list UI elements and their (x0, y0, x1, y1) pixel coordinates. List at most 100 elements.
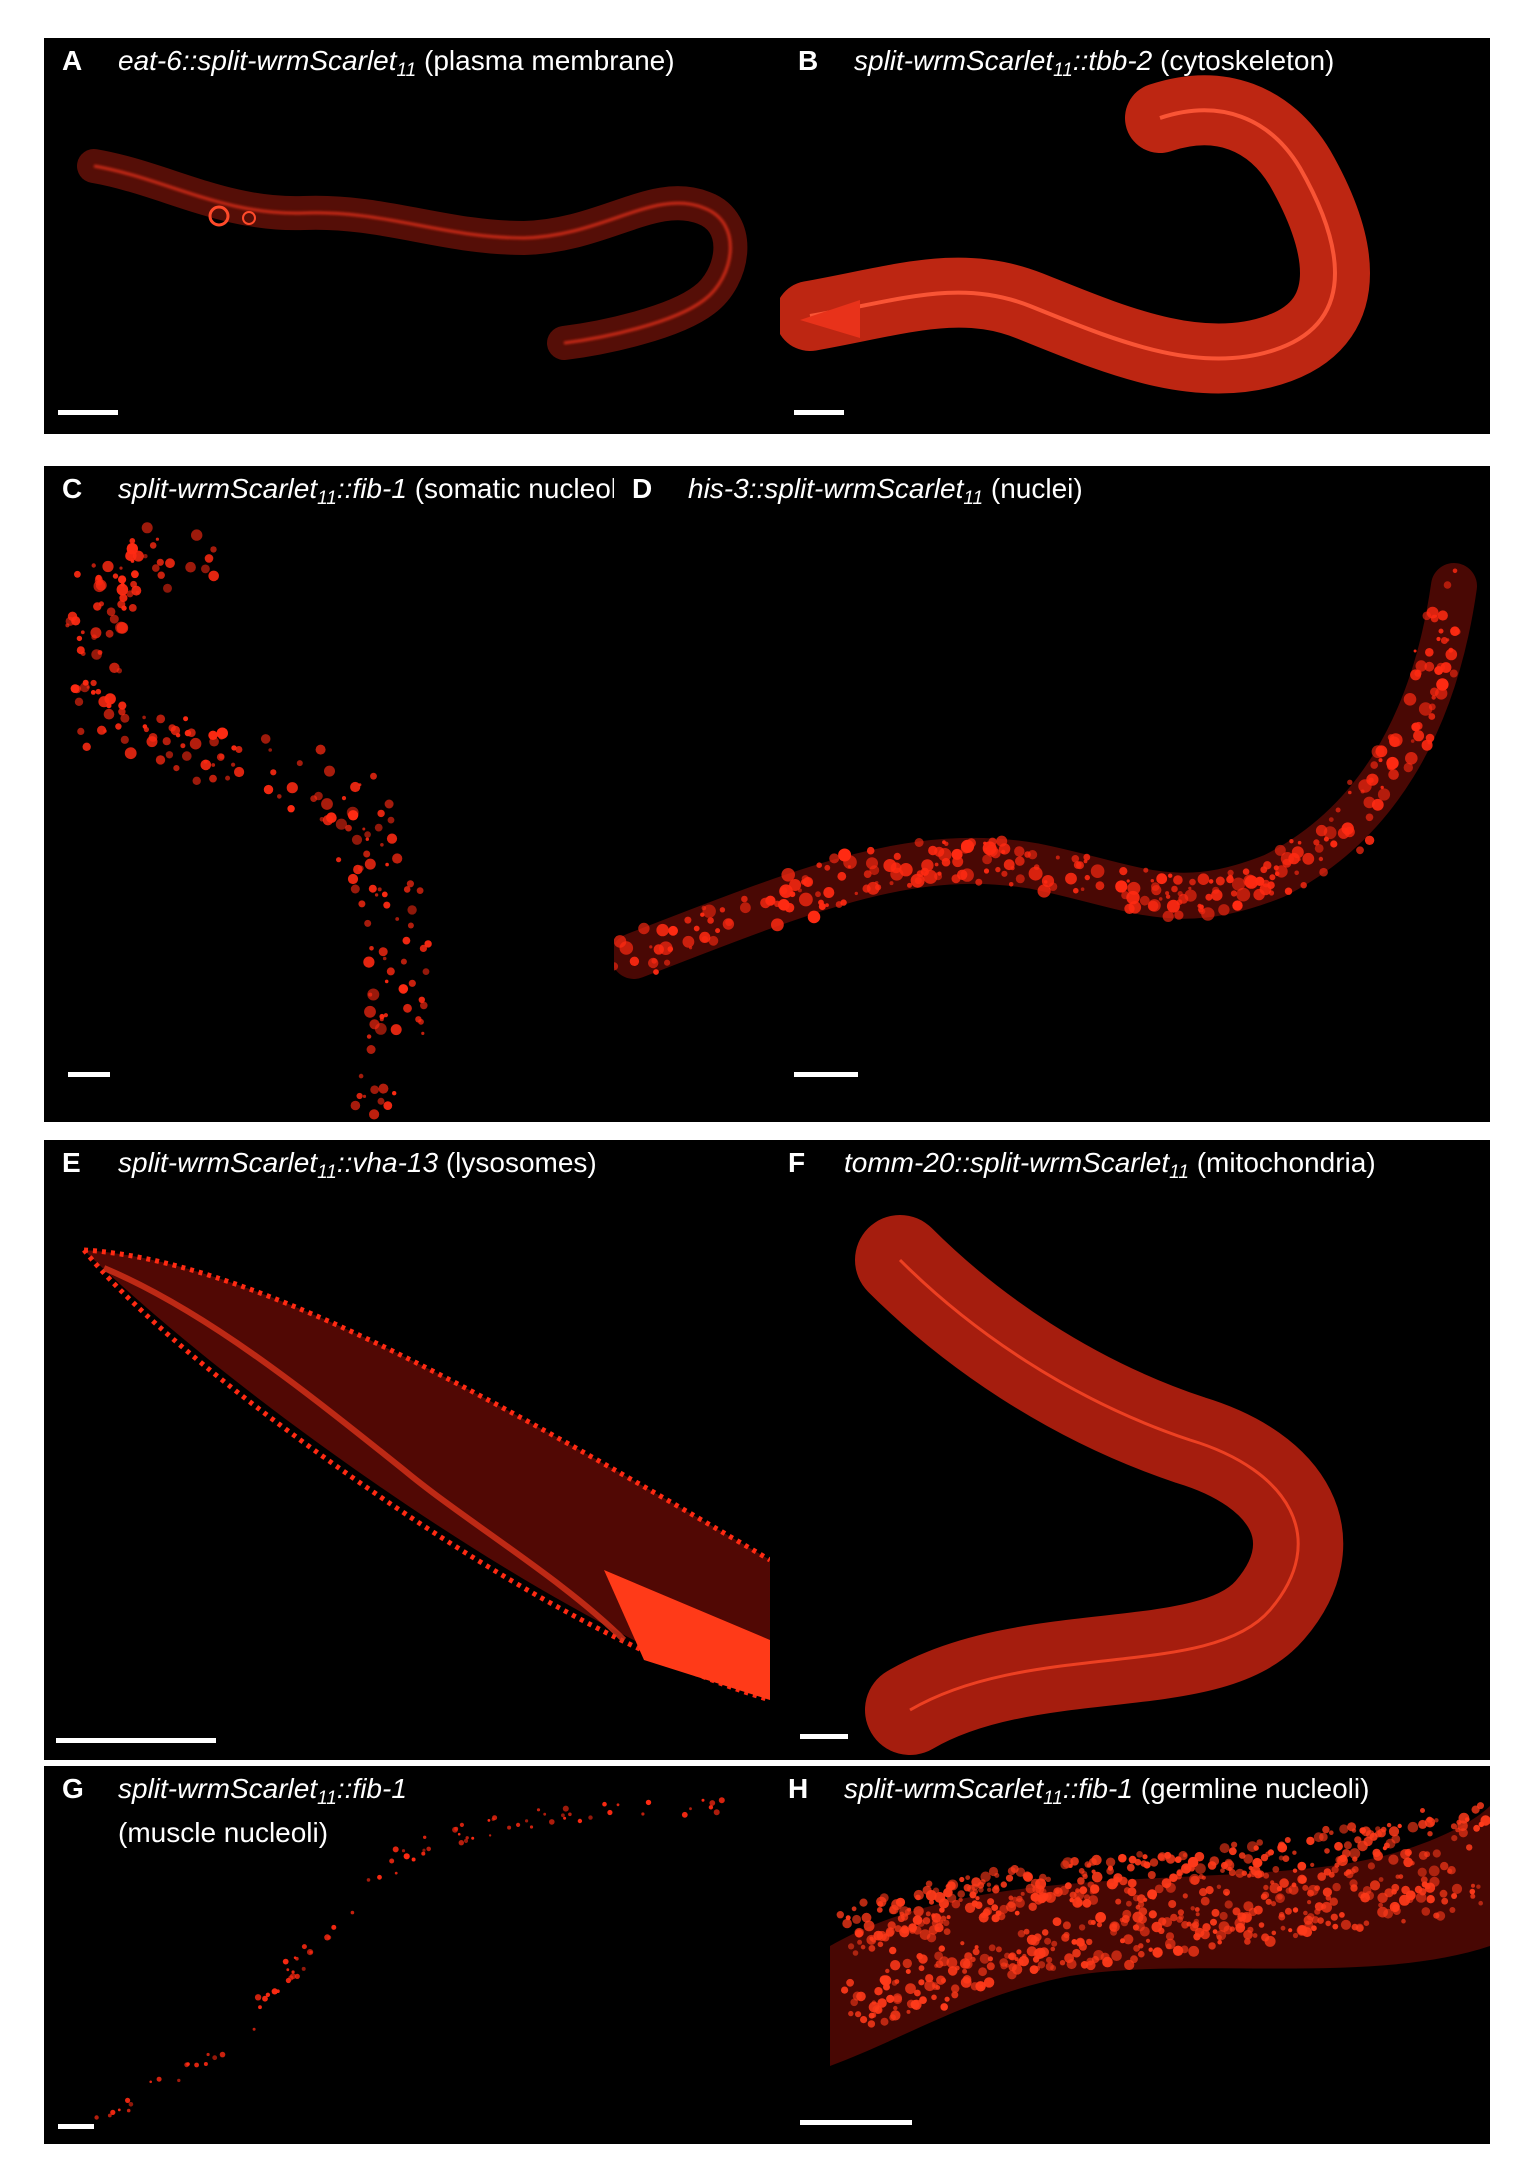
fluorescent-spot (1297, 857, 1301, 861)
fluorescent-spot (1136, 1851, 1143, 1858)
fluorescent-spot (1334, 1841, 1343, 1851)
fluorescent-spot (962, 1968, 968, 1974)
fluorescent-spot (364, 919, 372, 927)
panel-c-subscript: 11 (317, 488, 337, 509)
fluorescent-spot (653, 944, 664, 955)
fluorescent-spot (1432, 1849, 1441, 1858)
fluorescent-spot (1349, 1848, 1361, 1859)
panel-b-description: (cytoskeleton) (1160, 45, 1335, 76)
fluorescent-spot (899, 1911, 905, 1917)
fluorescent-spot (929, 1899, 934, 1905)
fluorescent-spot (387, 816, 395, 824)
panel-h-letter: H (788, 1773, 809, 1804)
fluorescent-spot (392, 1846, 399, 1853)
panel-e-subscript: 11 (317, 1162, 337, 1183)
fluorescent-spot (183, 716, 189, 722)
fluorescent-spot (1148, 1910, 1157, 1919)
fluorescent-spot (951, 1984, 960, 1993)
fluorescent-spot (1037, 1894, 1047, 1904)
fluorescent-spot (1329, 1830, 1334, 1835)
fluorescent-spot (860, 2016, 868, 2024)
fluorescent-spot (1365, 813, 1374, 822)
fluorescent-spot (1048, 882, 1058, 891)
fluorescent-spot (1447, 1868, 1453, 1874)
fluorescent-spot (979, 1984, 984, 1990)
fluorescent-spot (852, 1950, 859, 1956)
fluorescent-spot (109, 662, 120, 673)
fluorescent-spot (1450, 1823, 1458, 1830)
fluorescent-spot (1258, 1922, 1265, 1928)
fluorescent-spot (1373, 1851, 1383, 1861)
fluorescent-spot (1123, 1887, 1131, 1894)
fluorescent-spot (641, 1812, 645, 1816)
fluorescent-spot (1143, 867, 1149, 873)
fluorescent-spot (1397, 1823, 1402, 1829)
fluorescent-spot (152, 564, 160, 572)
fluorescent-spot (1199, 1888, 1208, 1897)
fluorescent-spot (1324, 1848, 1330, 1854)
fluorescent-spot (1219, 1843, 1230, 1854)
fluorescent-spot (1218, 904, 1230, 916)
fluorescent-spot (1201, 907, 1215, 921)
panel-a-subscript: 11 (396, 60, 417, 81)
fluorescent-spot (934, 1951, 943, 1961)
fluorescent-spot (86, 685, 90, 689)
fluorescent-spot (383, 1101, 393, 1110)
fluorescent-spot (488, 1834, 492, 1837)
fluorescent-spot (287, 805, 295, 813)
panel-e-genotype-suffix: ::vha-13 (336, 1147, 439, 1178)
fluorescent-spot (1134, 1858, 1142, 1866)
fluorescent-spot (1431, 695, 1436, 700)
fluorescent-spot (1181, 1921, 1189, 1929)
fluorescent-spot (368, 884, 377, 893)
fluorescent-spot (165, 751, 174, 759)
fluorescent-spot (835, 901, 843, 908)
fluorescent-spot (1041, 1929, 1049, 1936)
fluorescent-spot (854, 891, 858, 896)
fluorescent-spot (863, 1920, 875, 1932)
fluorescent-spot (423, 1835, 427, 1839)
fluorescent-spot (347, 873, 359, 885)
fluorescent-spot (1205, 1886, 1214, 1895)
fluorescent-spot (1267, 881, 1275, 889)
fluorescent-spot (1080, 887, 1085, 891)
fluorescent-spot (1126, 879, 1130, 883)
fluorescent-spot (1231, 877, 1246, 891)
fluorescent-spot (1017, 1930, 1026, 1938)
fluorescent-spot (1292, 1932, 1299, 1939)
fluorescent-spot (1177, 1909, 1184, 1916)
fluorescent-spot (76, 646, 85, 655)
fluorescent-spot (1380, 1826, 1387, 1833)
fluorescent-spot (846, 1978, 854, 1987)
fluorescent-spot (1018, 1955, 1029, 1967)
fluorescent-spot (1451, 1835, 1458, 1842)
fluorescent-spot (1388, 769, 1399, 780)
fluorescent-spot (799, 892, 813, 907)
fluorescent-spot (918, 1979, 925, 1986)
fluorescent-spot (1252, 1933, 1258, 1938)
fluorescent-spot (1378, 1877, 1384, 1882)
fluorescent-spot (394, 1871, 398, 1875)
fluorescent-spot (210, 546, 217, 553)
fluorescent-spot (1364, 835, 1375, 845)
fluorescent-spot (331, 1924, 337, 1930)
fluorescent-spot (1342, 1849, 1351, 1858)
fluorescent-spot (1063, 1931, 1070, 1939)
fluorescent-spot (940, 1915, 947, 1922)
panel-b-genotype-suffix: ::tbb-2 (1072, 45, 1153, 76)
fluorescent-spot (1434, 666, 1444, 675)
fluorescent-spot (1383, 1908, 1393, 1919)
fluorescent-spot (379, 1013, 385, 1020)
fluorescent-spot (180, 743, 186, 749)
fluorescent-spot (119, 566, 123, 570)
fluorescent-spot (1128, 1855, 1137, 1864)
fluorescent-spot (106, 607, 116, 616)
fluorescent-spot (1255, 876, 1265, 886)
fluorescent-spot (381, 891, 388, 898)
fluorescent-spot (983, 841, 987, 845)
fluorescent-spot (932, 1887, 940, 1895)
fluorescent-spot (1307, 1900, 1312, 1905)
fluorescent-spot (936, 1975, 946, 1985)
fluorescent-spot (1174, 1856, 1182, 1863)
fluorescent-spot (1207, 1861, 1217, 1870)
